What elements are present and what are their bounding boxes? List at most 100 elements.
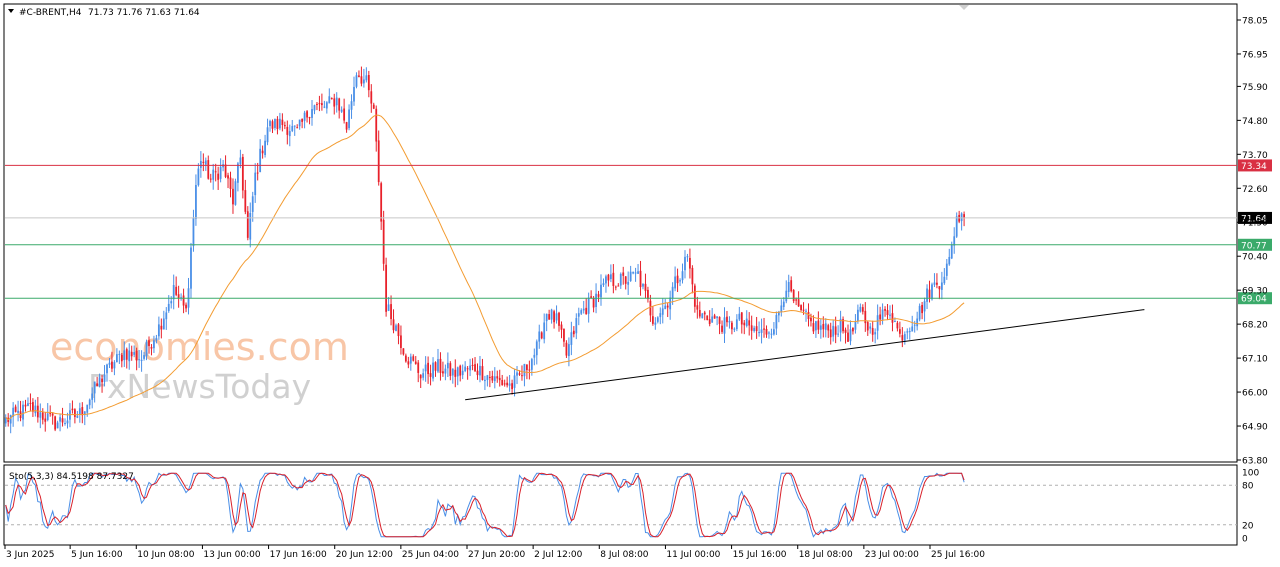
candle-body xyxy=(908,331,911,333)
candle-body xyxy=(498,377,501,381)
price-tick-label: 67.10 xyxy=(1242,355,1268,365)
candle-body xyxy=(894,321,896,323)
scroll-marker-icon[interactable] xyxy=(959,5,969,10)
candle-body xyxy=(353,86,355,102)
candle-body xyxy=(281,119,284,125)
time-tick-label: 8 Jul 08:00 xyxy=(600,550,649,560)
candle-body xyxy=(582,308,585,311)
candle-body xyxy=(313,105,316,111)
candle-body xyxy=(733,328,736,330)
candle-body xyxy=(434,362,437,371)
candle-body xyxy=(911,326,914,332)
candle-body xyxy=(933,282,936,285)
candle-body xyxy=(842,319,844,332)
candle-body xyxy=(162,318,165,330)
candle-body xyxy=(83,411,86,415)
candle-body xyxy=(590,296,593,298)
candle-body xyxy=(192,217,195,247)
candle-body xyxy=(138,359,141,361)
candle-body xyxy=(251,196,254,212)
candle-body xyxy=(745,318,748,326)
candle-body xyxy=(903,334,906,341)
candle-body xyxy=(553,311,555,323)
candle-body xyxy=(358,75,360,77)
time-tick-label: 17 Jun 16:00 xyxy=(270,550,327,560)
candle-body xyxy=(360,76,363,84)
chevron-down-icon[interactable] xyxy=(8,9,14,13)
candle-body xyxy=(886,310,889,316)
candle-body xyxy=(768,332,770,334)
candle-body xyxy=(901,335,904,341)
candle-body xyxy=(540,332,543,339)
candle-body xyxy=(627,281,630,285)
candle-body xyxy=(706,315,709,321)
candle-body xyxy=(207,160,210,179)
candle-body xyxy=(442,371,444,374)
oscillator-panel[interactable] xyxy=(3,464,1238,546)
candle-body xyxy=(669,297,672,310)
candle-body xyxy=(869,326,872,329)
candle-body xyxy=(14,406,17,412)
candle-body xyxy=(511,383,513,390)
candle-body xyxy=(538,331,541,342)
candle-body xyxy=(269,120,271,127)
candle-body xyxy=(750,325,753,331)
candle-body xyxy=(362,79,365,84)
candle-body xyxy=(960,213,963,222)
candle-body xyxy=(879,314,882,320)
time-tick-label: 11 Jul 00:00 xyxy=(666,550,720,560)
candle-body xyxy=(264,140,266,155)
candle-body xyxy=(824,323,827,330)
candle-body xyxy=(817,320,820,330)
candle-body xyxy=(343,108,346,121)
candle-body xyxy=(698,310,701,317)
candle-body xyxy=(29,402,32,404)
candle-body xyxy=(832,325,835,337)
candle-body xyxy=(585,307,588,315)
candle-body xyxy=(928,289,931,298)
level-tag xyxy=(1238,211,1272,224)
candle-body xyxy=(96,383,99,387)
candle-body xyxy=(656,317,659,322)
candle-body xyxy=(800,305,802,311)
candle-body xyxy=(266,127,269,143)
candle-body xyxy=(355,75,358,87)
candle-body xyxy=(335,97,338,106)
candle-body xyxy=(703,312,706,315)
candle-body xyxy=(782,301,785,307)
candle-body xyxy=(607,274,610,281)
candle-body xyxy=(659,313,662,318)
price-panel[interactable] xyxy=(3,3,1238,463)
candle-body xyxy=(325,102,328,109)
trendline xyxy=(465,309,1145,401)
candle-body xyxy=(41,412,44,420)
candle-body xyxy=(239,157,242,165)
candle-body xyxy=(805,310,807,312)
candle-body xyxy=(375,108,378,142)
candle-body xyxy=(113,362,116,369)
candle-body xyxy=(254,172,257,196)
candle-body xyxy=(412,356,415,361)
candle-body xyxy=(274,118,276,128)
candle-body xyxy=(424,364,427,372)
candle-body xyxy=(276,118,279,129)
candle-body xyxy=(133,352,136,355)
candle-body xyxy=(592,298,595,308)
candle-body xyxy=(486,375,489,380)
candle-body xyxy=(382,219,385,264)
stochastic-tick-label: 100 xyxy=(1242,469,1259,479)
candle-body xyxy=(508,383,511,386)
candle-body xyxy=(787,282,790,293)
candle-body xyxy=(740,312,743,325)
candle-body xyxy=(115,354,118,363)
price-tick-label: 63.80 xyxy=(1242,457,1268,467)
candle-body xyxy=(634,272,637,274)
candle-body xyxy=(66,420,69,424)
candle-body xyxy=(385,264,388,312)
level-tag-label: 73.34 xyxy=(1241,162,1267,172)
candle-body xyxy=(219,166,222,179)
candle-body xyxy=(456,367,459,377)
candle-body xyxy=(392,319,395,331)
candle-body xyxy=(936,282,938,285)
